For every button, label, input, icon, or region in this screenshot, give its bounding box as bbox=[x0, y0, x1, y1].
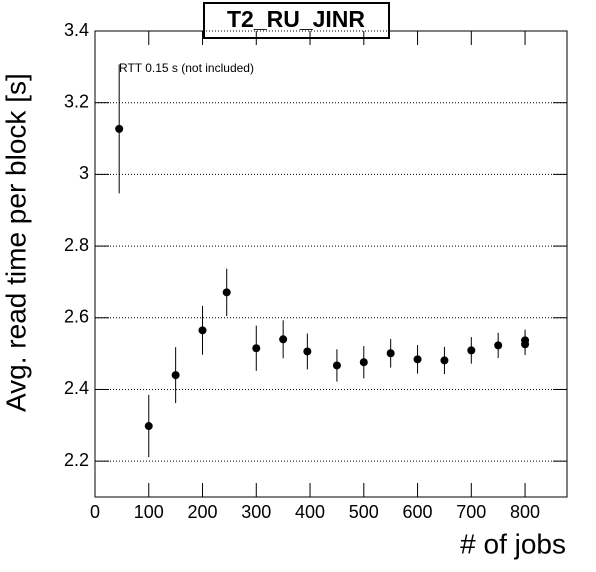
chart-title: T2_RU_JINR bbox=[227, 6, 365, 32]
x-tick-label: 0 bbox=[90, 502, 100, 522]
data-point bbox=[440, 356, 449, 365]
data-point bbox=[115, 124, 124, 133]
y-tick-label: 2.2 bbox=[64, 450, 89, 470]
y-tick-label: 3.2 bbox=[64, 91, 89, 111]
data-point bbox=[332, 361, 341, 370]
y-tick-label: 2.4 bbox=[64, 378, 89, 398]
data-point bbox=[413, 355, 422, 364]
y-tick-label: 2.6 bbox=[64, 307, 89, 327]
data-point bbox=[144, 422, 153, 431]
data-point bbox=[386, 349, 395, 358]
data-point bbox=[467, 346, 476, 355]
annotation: RTT 0.15 s (not included) bbox=[119, 61, 254, 75]
x-tick-label: 100 bbox=[134, 502, 164, 522]
data-point bbox=[171, 371, 180, 380]
x-tick-label: 800 bbox=[510, 502, 540, 522]
y-axis-label: Avg. read time per block [s] bbox=[0, 73, 31, 412]
x-tick-label: 400 bbox=[295, 502, 325, 522]
x-tick-label: 300 bbox=[241, 502, 271, 522]
title-box bbox=[203, 2, 390, 39]
data-point bbox=[359, 358, 368, 367]
plot-frame bbox=[94, 30, 568, 498]
data-point bbox=[521, 340, 530, 349]
x-tick-label: 600 bbox=[403, 502, 433, 522]
x-tick-label: 200 bbox=[187, 502, 217, 522]
x-axis-label: # of jobs bbox=[460, 528, 566, 559]
data-point bbox=[198, 326, 207, 335]
data-point bbox=[252, 344, 261, 353]
x-tick-label: 700 bbox=[456, 502, 486, 522]
x-tick-label: 500 bbox=[349, 502, 379, 522]
data-point bbox=[279, 335, 288, 344]
y-tick-label: 2.8 bbox=[64, 235, 89, 255]
data-point bbox=[303, 347, 312, 356]
y-tick-label: 3.4 bbox=[64, 20, 89, 40]
data-point bbox=[222, 288, 231, 297]
data-point bbox=[494, 341, 503, 350]
y-tick-label: 3 bbox=[79, 163, 89, 183]
